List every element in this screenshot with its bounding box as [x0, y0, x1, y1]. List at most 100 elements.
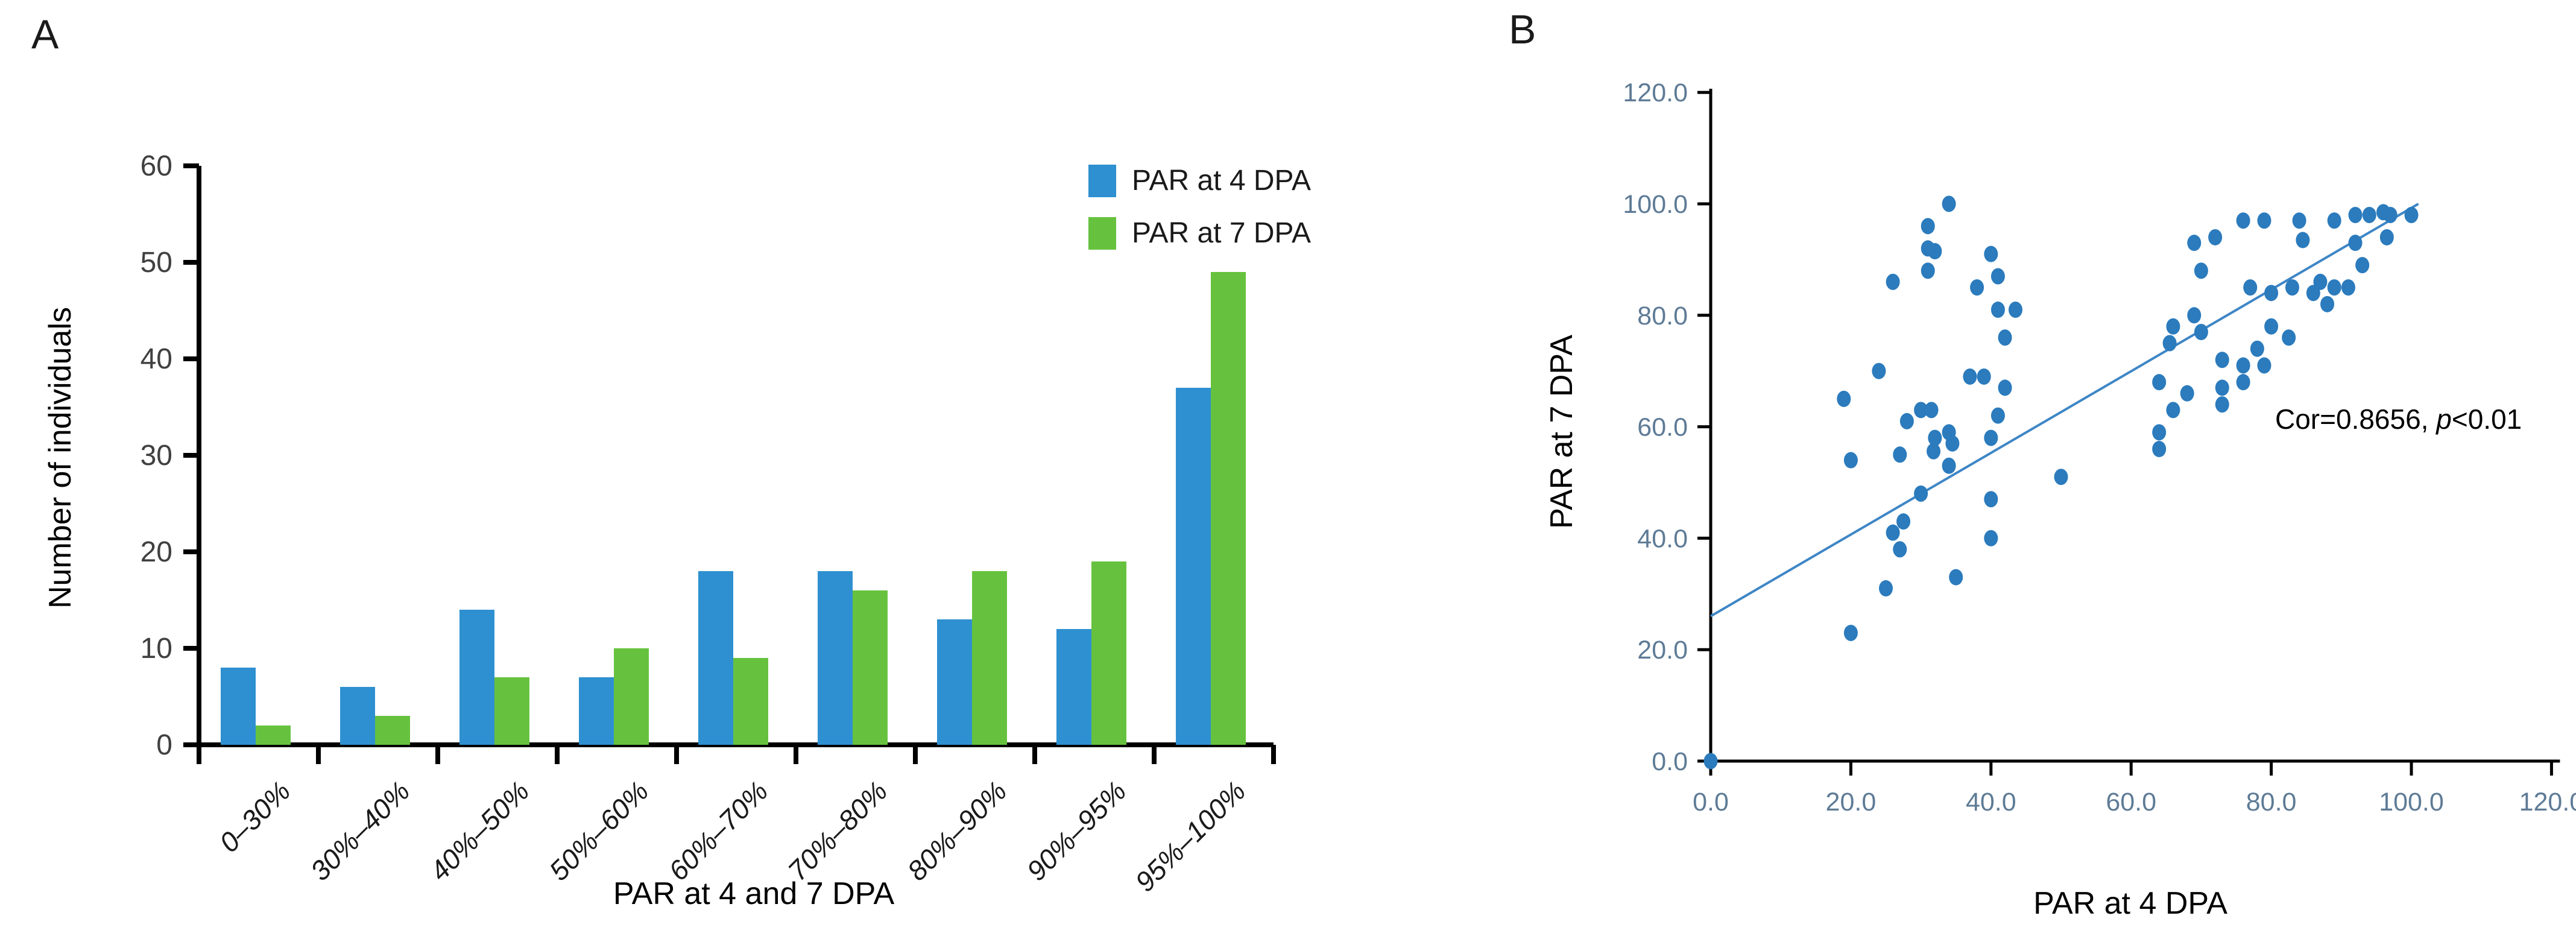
scatter-point [2257, 357, 2271, 374]
scatter-y-tick-label: 80.0 [1637, 302, 1688, 330]
scatter-point [2292, 212, 2306, 229]
bar-category-label: 30%–40% [304, 775, 415, 887]
scatter-point [2194, 262, 2208, 279]
bar-par7 [256, 726, 291, 745]
trend-line [1709, 203, 2419, 618]
scatter-point [1886, 273, 1900, 290]
legend-item-par7: PAR at 7 DPA [1088, 217, 1311, 250]
scatter-point [1949, 569, 1963, 586]
bar-par7 [375, 716, 410, 745]
scatter-point [2320, 296, 2335, 312]
scatter-x-tick-label: 80.0 [2246, 788, 2297, 817]
scatter-point [2327, 279, 2341, 296]
bar-par4 [937, 619, 972, 745]
bar-y-tick-label: 30 [140, 440, 172, 472]
scatter-point [2348, 206, 2363, 223]
bar-par4 [698, 571, 733, 745]
scatter-y-tick-label: 100.0 [1623, 190, 1688, 219]
scatter-point [1984, 491, 1998, 508]
bar-par7 [614, 648, 649, 745]
scatter-point [2152, 441, 2167, 458]
panel-a-letter: A [31, 11, 60, 57]
scatter-y-axis-title: PAR at 7 DPA [1544, 335, 1579, 529]
scatter-x-tick-label: 120.0 [2519, 788, 2576, 817]
scatter-point [2282, 329, 2296, 346]
scatter-point [2187, 235, 2202, 251]
scatter-point [2285, 279, 2299, 296]
scatter-point [2348, 235, 2363, 251]
scatter-point [1843, 624, 1858, 641]
scatter-point [1977, 368, 1991, 385]
scatter-point [2236, 357, 2250, 374]
bar-category-label: 0–30% [213, 775, 296, 858]
legend-label-par4: PAR at 4 DPA [1132, 165, 1311, 197]
bar-category-label: 60%–70% [662, 775, 774, 887]
bar-par7 [1091, 561, 1126, 745]
scatter-x-axis-title: PAR at 4 DPA [2033, 886, 2227, 921]
bar-par7 [1211, 272, 1246, 745]
scatter-point [1924, 402, 1939, 419]
scatter-point [1896, 513, 1911, 530]
bar-category-label: 90%–95% [1020, 775, 1132, 887]
scatter-point [1893, 446, 1907, 463]
scatter-point [1928, 429, 1942, 446]
scatter-point [1942, 457, 1956, 474]
scatter-point [1879, 580, 1893, 597]
scatter-point [1843, 452, 1858, 469]
scatter-point [2054, 469, 2068, 485]
scatter-point [2162, 335, 2177, 352]
scatter-point [2327, 212, 2341, 229]
scatter-point [2236, 374, 2250, 391]
bar-chart-legend: PAR at 4 DPA PAR at 7 DPA [1088, 164, 1311, 250]
scatter-point [1990, 302, 2005, 318]
scatter-point [2152, 374, 2167, 391]
legend-item-par4: PAR at 4 DPA [1088, 164, 1311, 197]
scatter-point [1927, 443, 1941, 460]
bar-category-label: 40%–50% [423, 775, 535, 887]
correlation-prefix: Cor=0.8656, [2275, 403, 2437, 435]
scatter-x-tick-label: 20.0 [1826, 788, 1877, 817]
scatter-point [2215, 379, 2229, 396]
scatter-point [2008, 302, 2022, 318]
scatter-point [1928, 243, 1942, 260]
scatter-point [1990, 268, 2005, 285]
scatter-point [2379, 229, 2394, 245]
scatter-point [1893, 541, 1907, 558]
bar-y-tick-label: 50 [140, 247, 172, 279]
scatter-point [1970, 279, 1984, 296]
bar-par4 [579, 677, 614, 745]
scatter-point [1914, 485, 1928, 502]
bar-category-label: 70%–80% [781, 775, 893, 887]
scatter-point [2215, 396, 2229, 413]
bar-category-label: 95%–100% [1129, 775, 1251, 897]
scatter-point [1945, 435, 1960, 452]
legend-label-par7: PAR at 7 DPA [1132, 217, 1311, 249]
scatter-point [1921, 262, 1935, 279]
scatter-point [2341, 279, 2355, 296]
scatter-point [2187, 307, 2202, 324]
scatter-y-tick-label: 20.0 [1637, 636, 1688, 665]
bar-y-tick-label: 60 [140, 150, 172, 182]
scatter-point [1914, 402, 1928, 419]
scatter-y-tick-label: 120.0 [1623, 78, 1688, 107]
bar-par4 [459, 610, 494, 745]
scatter-point [1984, 245, 1998, 262]
correlation-annotation: Cor=0.8656, p<0.01 [2275, 403, 2522, 435]
scatter-y-tick-label: 60.0 [1637, 413, 1688, 442]
scatter-point [1984, 429, 1998, 446]
correlation-p-symbol: p [2436, 403, 2452, 435]
bar-par7 [494, 677, 529, 745]
bar-par4 [1176, 388, 1211, 745]
scatter-point [2194, 324, 2208, 341]
bar-par4 [340, 687, 375, 745]
scatter-point [1921, 218, 1935, 235]
scatter-point [2383, 206, 2398, 223]
scatter-point [2264, 318, 2279, 335]
scatter-point [2243, 279, 2258, 296]
scatter-point [2362, 206, 2376, 223]
scatter-point [2180, 385, 2194, 402]
scatter-point [1899, 413, 1914, 429]
scatter-point [2250, 340, 2264, 357]
scatter-point [1703, 753, 1718, 770]
